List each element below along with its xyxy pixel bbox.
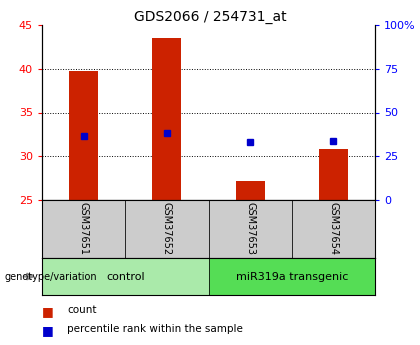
Text: ■: ■ — [42, 324, 54, 337]
Text: GDS2066 / 254731_at: GDS2066 / 254731_at — [134, 10, 286, 24]
Text: miR319a transgenic: miR319a transgenic — [236, 272, 348, 282]
Text: ■: ■ — [42, 305, 54, 318]
Text: GSM37652: GSM37652 — [162, 203, 172, 256]
Text: genotype/variation: genotype/variation — [4, 272, 97, 282]
Bar — [208, 200, 292, 258]
Bar — [42, 200, 125, 258]
Bar — [208, 258, 375, 295]
Bar — [69, 71, 98, 200]
Text: GSM37653: GSM37653 — [245, 203, 255, 256]
Bar — [152, 38, 181, 200]
Text: GSM37651: GSM37651 — [79, 203, 89, 256]
Text: GSM37654: GSM37654 — [328, 203, 339, 256]
Text: percentile rank within the sample: percentile rank within the sample — [67, 324, 243, 334]
Bar — [42, 258, 208, 295]
Text: count: count — [67, 305, 97, 315]
Text: control: control — [106, 272, 144, 282]
Bar — [236, 181, 265, 200]
Bar — [319, 149, 348, 200]
Bar — [125, 200, 208, 258]
Bar — [292, 200, 375, 258]
